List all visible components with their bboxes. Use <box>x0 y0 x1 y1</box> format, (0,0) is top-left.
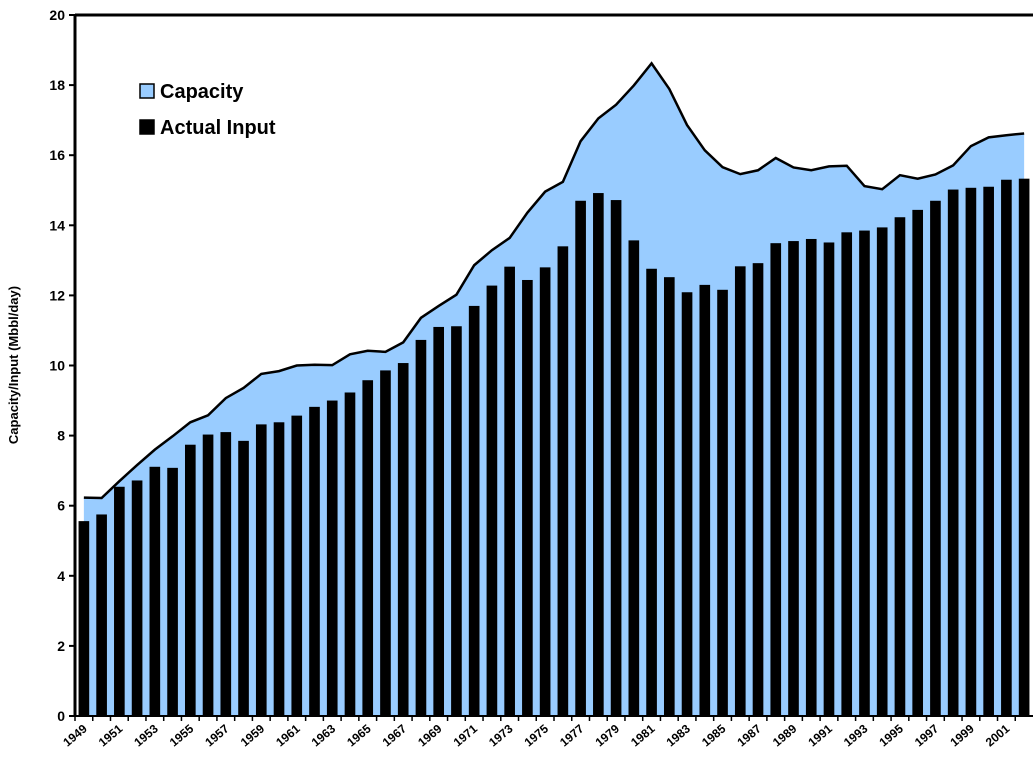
bar <box>78 521 90 716</box>
bar <box>202 434 214 716</box>
x-tick-label: 1969 <box>415 721 445 749</box>
bar <box>681 292 693 716</box>
bar <box>841 232 853 716</box>
bar <box>788 241 799 716</box>
x-tick-label: 1995 <box>876 721 906 749</box>
bar <box>255 424 267 716</box>
capacity-line <box>83 61 1025 500</box>
y-tick-label: 2 <box>57 638 65 654</box>
x-tick-label: 1987 <box>734 721 764 749</box>
x-tick-label: 1991 <box>805 721 835 749</box>
x-tick-label: 1985 <box>699 721 729 749</box>
bar <box>273 422 285 716</box>
x-tick-label: 1999 <box>947 721 977 749</box>
bar <box>912 209 924 717</box>
bar <box>1018 178 1030 717</box>
bar <box>149 466 161 716</box>
y-tick-label: 14 <box>49 217 65 233</box>
y-tick-label: 0 <box>57 708 65 724</box>
bar <box>823 242 835 717</box>
x-tick-label: 1957 <box>202 721 232 749</box>
x-tick-label: 1949 <box>60 721 90 749</box>
y-tick-label: 10 <box>49 358 65 374</box>
bar <box>184 444 196 716</box>
y-tick-label: 4 <box>57 568 65 584</box>
bar <box>344 392 356 716</box>
y-tick-label: 12 <box>49 287 65 303</box>
bar <box>930 200 941 716</box>
x-tick-label: 1963 <box>309 721 339 749</box>
bar <box>397 363 409 716</box>
bar <box>876 227 888 716</box>
bar <box>965 187 977 716</box>
bar <box>717 289 728 716</box>
x-tick-label: 1989 <box>770 721 800 749</box>
y-tick-label: 20 <box>49 7 65 23</box>
bar <box>326 400 338 716</box>
bar <box>752 263 764 716</box>
y-tick-label: 6 <box>57 498 65 514</box>
bar <box>362 380 374 716</box>
x-tick-label: 1967 <box>380 721 410 749</box>
bar <box>699 284 711 716</box>
legend-label: Capacity <box>160 81 244 103</box>
bar <box>646 268 657 716</box>
bar <box>433 326 445 716</box>
bar <box>894 217 906 716</box>
bar <box>380 370 391 716</box>
bar <box>663 277 675 716</box>
bar <box>805 238 817 717</box>
x-tick-label: 1979 <box>593 721 623 749</box>
bar <box>575 200 586 716</box>
x-tick-label: 1977 <box>557 721 587 749</box>
x-tick-label: 1997 <box>912 721 942 749</box>
x-tick-label: 1959 <box>238 721 268 749</box>
bar <box>557 246 569 716</box>
x-tick-label: 1993 <box>841 721 871 749</box>
bar <box>167 467 178 716</box>
bar <box>983 186 994 716</box>
bar <box>504 266 515 716</box>
bar <box>770 243 782 716</box>
x-tick-label: 1951 <box>96 721 126 749</box>
bar <box>114 486 125 716</box>
legend-swatch <box>139 119 155 135</box>
x-tick-label: 1983 <box>664 721 694 749</box>
bar <box>415 339 427 716</box>
bar <box>859 230 870 716</box>
bar <box>610 200 622 717</box>
y-axis-label: Capacity/Input (Mbbl/day) <box>6 286 21 444</box>
y-tick-label: 8 <box>57 428 65 444</box>
bar <box>220 432 232 716</box>
bar <box>522 279 533 716</box>
bar <box>451 326 462 716</box>
bar <box>947 189 959 716</box>
y-tick-label: 16 <box>49 147 65 163</box>
bar <box>468 305 480 716</box>
legend-label: Actual Input <box>160 117 276 139</box>
y-tick-label: 18 <box>49 77 65 93</box>
legend-swatch <box>139 83 155 99</box>
bar <box>309 406 320 716</box>
bar <box>1001 179 1012 717</box>
x-tick-label: 1973 <box>486 721 516 749</box>
x-tick-label: 1955 <box>167 721 197 749</box>
x-tick-label: 1953 <box>131 721 161 749</box>
x-tick-label: 1965 <box>344 721 374 749</box>
x-tick-label: 2001 <box>983 721 1013 749</box>
bar <box>593 193 604 716</box>
bar <box>96 514 107 716</box>
bar <box>291 415 303 716</box>
x-tick-label: 1975 <box>522 721 552 749</box>
bar <box>628 240 640 716</box>
bar <box>486 285 498 716</box>
x-tick-label: 1961 <box>273 721 303 749</box>
x-tick-label: 1981 <box>628 721 658 749</box>
bar <box>131 480 143 716</box>
x-tick-label: 1971 <box>451 721 481 749</box>
bar <box>539 267 551 716</box>
bar <box>238 440 249 716</box>
bar <box>734 266 746 716</box>
